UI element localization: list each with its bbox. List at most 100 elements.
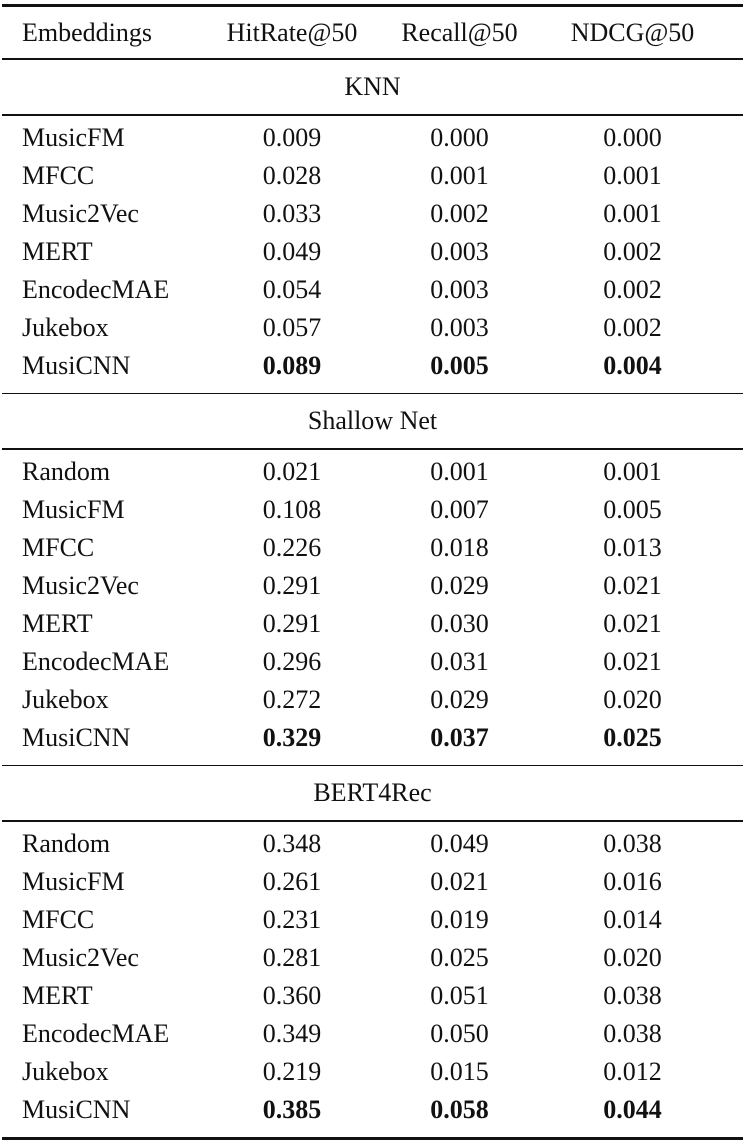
metric-value: 0.002 [603,274,662,304]
metric-value: 0.013 [603,532,662,562]
embedding-name: MusicFM [22,122,125,152]
table-top-rule [2,4,743,7]
embedding-name: Jukebox [22,1056,109,1086]
column-header-ndcg: NDCG@50 [570,17,695,47]
metric-value: 0.007 [430,494,489,524]
metric-value: 0.002 [603,236,662,266]
metric-value: 0.030 [430,608,489,638]
table-header-row: Embeddings HitRate@50 Recall@50 NDCG@50 [0,7,745,58]
metric-value: 0.021 [262,456,322,486]
embedding-name: EncodecMAE [22,646,170,676]
embedding-name: Jukebox [22,312,109,342]
table-row: MFCC 0.226 0.018 0.013 [0,529,745,567]
metric-value: 0.020 [603,684,662,714]
embedding-name: MusiCNN [22,1094,131,1124]
embedding-name: MFCC [22,532,95,562]
table-row: Music2Vec 0.033 0.002 0.001 [0,195,745,233]
metric-value: 0.002 [430,198,489,228]
metric-value: 0.089 [262,350,322,380]
metric-value: 0.038 [603,980,662,1010]
metric-value: 0.033 [262,198,322,228]
metric-value: 0.028 [262,160,322,190]
metric-value: 0.000 [603,122,662,152]
metric-value: 0.272 [262,684,322,714]
table-row: MusicFM 0.108 0.007 0.005 [0,491,745,529]
table-row: MusiCNN 0.385 0.058 0.044 [0,1091,745,1129]
metric-value: 0.291 [262,570,322,600]
section-divider [2,764,743,766]
metric-value: 0.281 [262,942,322,972]
embedding-name: MERT [22,236,93,266]
metric-value: 0.018 [430,532,489,562]
metric-value: 0.231 [262,904,322,934]
metric-value: 0.348 [262,828,322,858]
metric-value: 0.019 [430,904,489,934]
table-row: EncodecMAE 0.349 0.050 0.038 [0,1015,745,1053]
table-row: MusiCNN 0.329 0.037 0.025 [0,719,745,757]
metric-value: 0.349 [262,1018,322,1048]
metric-value: 0.003 [430,274,489,304]
metric-value: 0.050 [430,1018,489,1048]
metric-value: 0.329 [262,722,322,752]
metric-value: 0.051 [430,980,489,1010]
metric-value: 0.054 [262,274,322,304]
metric-value: 0.226 [262,532,322,562]
metric-value: 0.029 [430,570,489,600]
metric-value: 0.108 [262,494,322,524]
metric-value: 0.038 [603,1018,662,1048]
table-sections: KNN MusicFM 0.009 0.000 0.000 MFCC 0.028 0.001 0… [0,60,745,1137]
metric-value: 0.002 [603,312,662,342]
embedding-name: Music2Vec [22,942,139,972]
table-row: MERT 0.049 0.003 0.002 [0,233,745,271]
section-divider [2,114,743,116]
metric-value: 0.012 [603,1056,662,1086]
table-row: Random 0.021 0.001 0.001 [0,453,745,491]
table-row: Random 0.348 0.049 0.038 [0,825,745,863]
embedding-name: Random [22,828,111,858]
embedding-name: Music2Vec [22,198,139,228]
section-divider [2,392,743,394]
embedding-name: MFCC [22,160,95,190]
table-row: Music2Vec 0.281 0.025 0.020 [0,939,745,977]
table-row: Music2Vec 0.291 0.029 0.021 [0,567,745,605]
table-row: MERT 0.360 0.051 0.038 [0,977,745,1015]
section-title: Shallow Net [307,406,438,435]
metric-value: 0.004 [603,350,662,380]
metric-value: 0.001 [603,160,662,190]
section-title: BERT4Rec [313,778,432,807]
table-row: EncodecMAE 0.296 0.031 0.021 [0,643,745,681]
metric-value: 0.049 [262,236,322,266]
metric-value: 0.038 [603,828,662,858]
embedding-name: MusicFM [22,866,125,896]
embedding-name: Random [22,456,111,486]
metric-value: 0.219 [262,1056,322,1086]
table-row: MFCC 0.231 0.019 0.014 [0,901,745,939]
metric-value: 0.005 [430,350,489,380]
section-rows: Random 0.021 0.001 0.001 MusicFM 0.108 0.007 0.… [0,450,745,765]
metric-value: 0.021 [430,866,489,896]
section-rows: Random 0.348 0.049 0.038 MusicFM 0.261 0.021 0.… [0,822,745,1137]
metric-value: 0.001 [603,456,662,486]
embedding-name: Music2Vec [22,570,139,600]
metric-value: 0.014 [603,904,662,934]
metric-value: 0.385 [262,1094,322,1124]
metric-value: 0.049 [430,828,489,858]
table-row: Jukebox 0.057 0.003 0.002 [0,309,745,347]
table-bottom-rule [2,1136,743,1140]
column-header-embeddings: Embeddings [22,17,152,47]
metric-value: 0.261 [262,866,322,896]
section-title: KNN [344,72,401,101]
table-row: EncodecMAE 0.054 0.003 0.002 [0,271,745,309]
table-row: Jukebox 0.219 0.015 0.012 [0,1053,745,1091]
embedding-name: MFCC [22,904,95,934]
table-row: MusiCNN 0.089 0.005 0.004 [0,347,745,385]
metric-value: 0.057 [262,312,322,342]
embedding-name: EncodecMAE [22,1018,170,1048]
metric-value: 0.005 [603,494,662,524]
metric-value: 0.029 [430,684,489,714]
embedding-name: MERT [22,980,93,1010]
metric-value: 0.025 [603,722,662,752]
section-divider [2,448,743,450]
embedding-name: MERT [22,608,93,638]
metric-value: 0.037 [430,722,489,752]
